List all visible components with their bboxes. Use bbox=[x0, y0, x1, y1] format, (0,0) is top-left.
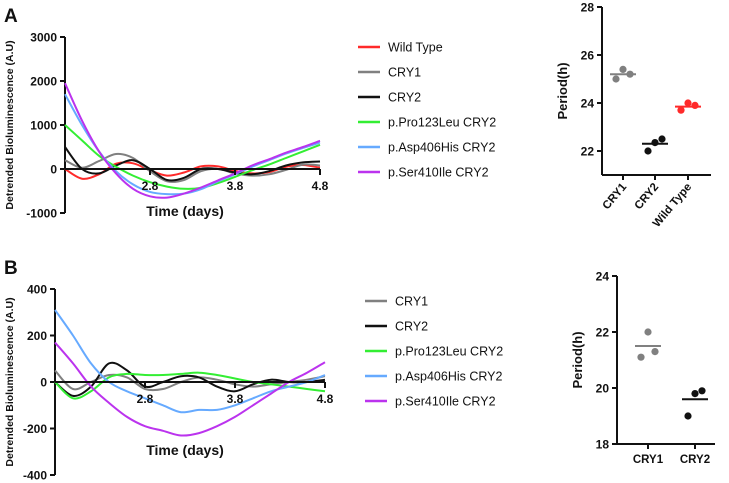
y-tick-label: 3000 bbox=[30, 31, 57, 45]
x-axis-title: Time (days) bbox=[146, 203, 224, 219]
x-tick-label: 2.8 bbox=[142, 179, 159, 193]
series-line-p-ser410ile-cry2 bbox=[54, 341, 326, 437]
y-tick-label: 200 bbox=[27, 329, 47, 343]
legend-label: p.Ser410Ile CRY2 bbox=[395, 395, 496, 409]
data-point bbox=[684, 412, 692, 420]
y-tick-label: 400 bbox=[27, 283, 47, 297]
data-point bbox=[637, 353, 645, 361]
legend-label: CRY2 bbox=[395, 320, 428, 334]
chart-B-period: 24 22 20 18 Period(h) CRY1 CRY2 bbox=[570, 270, 715, 466]
x-tick-label: 4.8 bbox=[317, 392, 334, 406]
chart-A-timecourse: A 3000 2000 1000 0 -1000 Detrended Bioluminesc… bbox=[4, 6, 496, 221]
legend-label: p.Asp406His CRY2 bbox=[388, 141, 496, 155]
legend-label: CRY2 bbox=[388, 91, 421, 105]
legend-label: p.Asp406His CRY2 bbox=[395, 370, 503, 384]
category-label: CRY2 bbox=[633, 181, 662, 212]
series-line-p-asp406his-cry2 bbox=[54, 309, 326, 414]
data-point bbox=[691, 101, 699, 109]
y-tick-label: 26 bbox=[581, 49, 595, 63]
y-tick-label: 2000 bbox=[30, 75, 57, 89]
y-tick-label: 0 bbox=[40, 376, 47, 390]
x-tick-label: 4.8 bbox=[312, 179, 329, 193]
data-point bbox=[684, 99, 692, 107]
x-axis-title: Time (days) bbox=[146, 442, 224, 458]
panel-label: A bbox=[4, 6, 18, 27]
data-point bbox=[644, 328, 652, 336]
y-tick-label: -1000 bbox=[26, 207, 57, 221]
x-tick-label: 3.8 bbox=[227, 179, 244, 193]
data-point bbox=[698, 387, 706, 395]
y-tick-label: 0 bbox=[50, 163, 57, 177]
legend-label: p.Ser410Ile CRY2 bbox=[388, 166, 489, 180]
legend-label: CRY1 bbox=[395, 295, 428, 309]
legend-label: CRY1 bbox=[388, 66, 421, 80]
data-point bbox=[691, 390, 699, 398]
data-point bbox=[677, 106, 685, 114]
panel-label: B bbox=[4, 258, 18, 279]
data-point bbox=[644, 147, 652, 155]
data-point bbox=[651, 139, 659, 147]
y-tick-label: 18 bbox=[596, 438, 610, 452]
legend-label: p.Pro123Leu CRY2 bbox=[395, 345, 503, 359]
data-point bbox=[651, 348, 659, 356]
series-line-cry1 bbox=[64, 152, 321, 183]
data-point bbox=[619, 65, 627, 73]
chart-B-timecourse: B 400 200 0 -200 -400 Detrended Bioluminescenc… bbox=[4, 258, 503, 483]
y-axis-title: Period(h) bbox=[555, 62, 570, 119]
y-axis-title: Detrended Bioluminescence (A.U) bbox=[4, 297, 16, 466]
series-line-p-ser410ile-cry2 bbox=[64, 82, 321, 199]
legend-label: Wild Type bbox=[388, 41, 443, 55]
y-tick-label: 24 bbox=[581, 97, 595, 111]
y-tick-label: -200 bbox=[23, 422, 47, 436]
y-tick-label: 28 bbox=[581, 1, 595, 15]
x-tick-label: 3.8 bbox=[227, 392, 244, 406]
y-tick-label: -400 bbox=[23, 469, 47, 483]
y-tick-label: 20 bbox=[596, 382, 610, 396]
x-tick-label: 2.8 bbox=[137, 392, 154, 406]
y-tick-label: 1000 bbox=[30, 119, 57, 133]
series-line-p-asp406his-cry2 bbox=[64, 93, 321, 196]
category-label: CRY1 bbox=[633, 454, 664, 466]
series-line-cry1 bbox=[54, 369, 326, 392]
data-point bbox=[612, 75, 620, 83]
series-line-p-pro123leu-cry2 bbox=[54, 371, 326, 400]
y-axis-title: Period(h) bbox=[570, 331, 585, 388]
legend-label: p.Pro123Leu CRY2 bbox=[388, 116, 496, 130]
y-tick-label: 24 bbox=[596, 270, 610, 284]
category-label: CRY2 bbox=[680, 454, 710, 466]
y-axis-title: Detrended Bioluminescence (A.U) bbox=[4, 40, 16, 209]
category-label: CRY1 bbox=[601, 181, 630, 212]
data-point bbox=[658, 135, 666, 143]
y-tick-label: 22 bbox=[581, 145, 595, 159]
y-tick-label: 22 bbox=[596, 326, 610, 340]
